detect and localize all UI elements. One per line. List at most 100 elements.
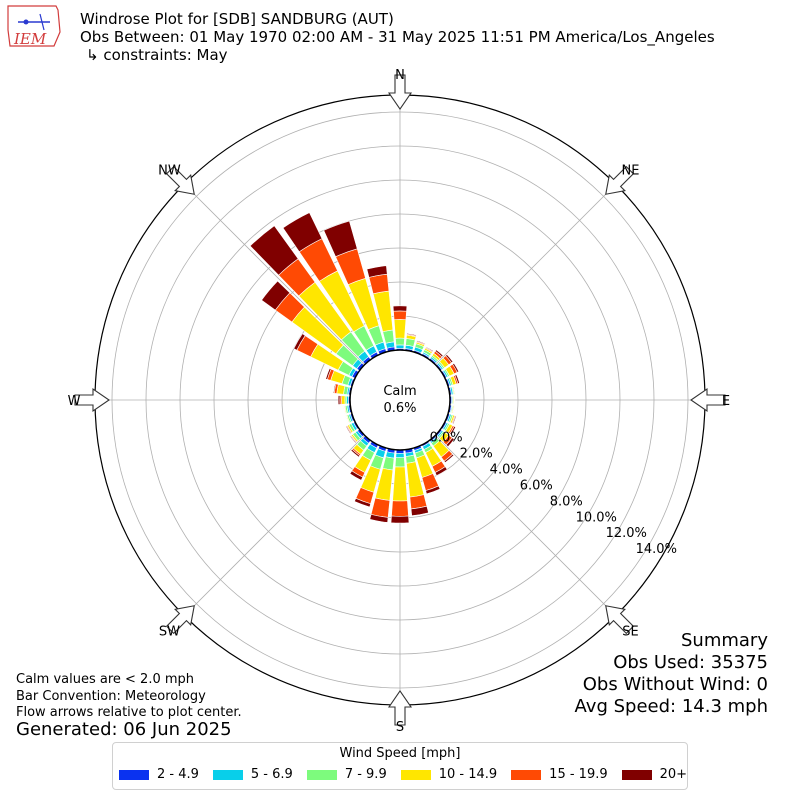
legend-label: 10 - 14.9 [438,767,498,782]
bar-50deg-bin-6 [445,354,454,364]
bar-140deg-bin-6 [443,453,455,464]
radial-tick-label-1: 2.0% [460,446,493,461]
bar-0deg-bin-4 [393,319,407,339]
arrow-shape [605,605,635,635]
bar-40deg-bin-6 [434,349,444,358]
calm-circle: Calm 0.6% [349,349,451,451]
bar-310deg-bin-6 [261,280,291,311]
bar-270deg-bin-4 [341,395,346,405]
bar-190deg-bin-6 [369,514,389,523]
bar-350deg-bin-6 [366,265,388,278]
bar-340deg-bin-6 [323,220,358,258]
calm-note: Calm values are < 2.0 mph [16,672,195,687]
radial-tick-labels: 0.0%2.0%4.0%6.0%8.0%10.0%12.0%14.0% [430,430,677,557]
bar-180deg-bin-5 [391,500,409,517]
compass-label-se: SE [622,625,638,640]
iem-logo: IEM [7,5,61,48]
grid-spoke-7 [184,184,365,365]
bar-180deg-bin-3 [394,457,406,468]
arrow-e-icon [690,387,726,413]
bar-150deg-bin-6 [434,466,448,477]
bar-330deg-bin-6 [282,212,323,253]
arrow-shape [165,605,195,635]
legend-swatch [621,769,652,780]
bar-200deg-bin-6 [354,497,372,508]
chart-title: Windrose Plot for [SDB] SANDBURG (AUT) [80,10,394,28]
flow-note: Flow arrows relative to plot center. [16,705,242,720]
bar-350deg-bin-3 [382,329,395,344]
bar-300deg-bin-6 [293,333,306,351]
grid-spoke-1 [435,184,616,365]
legend-label: 2 - 4.9 [157,767,199,782]
summary-avg-speed: Avg Speed: 14.3 mph [574,696,768,717]
calm-value: 0.6% [383,401,416,416]
bar-10deg-bin-6 [406,333,417,337]
bar-80deg-bin-6 [453,385,456,395]
radial-tick-label-0: 0.0% [430,430,463,445]
bar-170deg-bin-6 [410,505,429,517]
legend-item-1: 2 - 4.9 [119,767,199,782]
calm-label: Calm [383,384,416,399]
bar-130deg-bin-6 [445,437,455,448]
grid-spoke-3 [435,435,616,616]
bar-190deg-bin-3 [382,456,395,471]
compass-label-e: E [722,394,730,409]
legend-item-2: 5 - 6.9 [212,767,293,782]
radial-tick-label-6: 12.0% [606,526,647,541]
arrow-n-icon [387,74,413,110]
bar-0deg-bin-2 [395,344,405,349]
bar-270deg-bin-6 [337,395,341,405]
arrow-shape [387,74,413,110]
arrow-nw-icon [165,165,195,195]
bar-30deg-bin-6 [425,346,434,353]
direction-arrows [74,74,726,726]
arrow-shape [605,165,635,195]
bar-100deg-bin-6 [452,405,456,414]
bar-240deg-bin-6 [345,425,352,435]
bar-280deg-bin-6 [333,383,337,394]
compass-label-n: N [395,68,405,83]
bar-180deg-bin-6 [390,515,410,524]
legend-item-4: 10 - 14.9 [400,767,498,782]
bar-320deg-bin-6 [249,225,299,276]
legend-swatch [119,769,149,780]
radial-tick-label-4: 8.0% [550,494,583,509]
radial-tick-label-5: 10.0% [576,510,617,525]
arrow-sw-icon [165,605,195,635]
bar-350deg-bin-5 [368,273,390,295]
compass-label-s: S [396,720,404,735]
bar-260deg-bin-6 [343,405,346,415]
bar-290deg-bin-6 [325,367,332,380]
chart-constraints: ↳ constraints: May [86,46,228,64]
legend-title: Wind Speed [mph] [339,746,461,761]
arrow-shape [74,387,110,413]
bar-0deg-bin-3 [395,337,405,346]
legend-item-6: 20+ [621,767,687,782]
bar-20deg-bin-6 [416,340,426,345]
calm-circle-shape [349,349,451,451]
grid-spoke-5 [184,435,365,616]
arrow-shape [690,387,726,413]
legend: Wind Speed [mph] 2 - 4.9 5 - 6.9 7 - 9.9 10… [112,742,688,790]
bar-convention-note: Bar Convention: Meteorology [16,689,206,704]
generated-date: Generated: 06 Jun 2025 [16,719,232,740]
bar-180deg-bin-4 [392,466,408,502]
bar-0deg-bin-6 [392,305,408,312]
logo-text: IEM [13,30,47,48]
bar-0deg-bin-5 [393,310,407,320]
bar-210deg-bin-6 [349,470,364,481]
arrow-ne-icon [605,165,635,195]
arrow-w-icon [74,387,110,413]
compass-label-w: W [68,394,81,409]
legend-label: 15 - 19.9 [549,767,608,782]
legend-item-5: 15 - 19.9 [511,767,608,782]
arrow-shape [387,690,413,726]
legend-label: 7 - 9.9 [344,767,387,782]
compass-label-sw: SW [159,625,180,640]
legend-swatch [306,769,337,780]
legend-swatch [400,769,431,780]
compass-labels: N NE E SE S SW W NW [68,68,731,735]
legend-item-3: 7 - 9.9 [306,767,387,782]
bar-180deg-bin-2 [395,452,405,458]
legend-items: 2 - 4.9 5 - 6.9 7 - 9.9 10 - 14.9 15 - 19.9 2… [119,767,701,782]
